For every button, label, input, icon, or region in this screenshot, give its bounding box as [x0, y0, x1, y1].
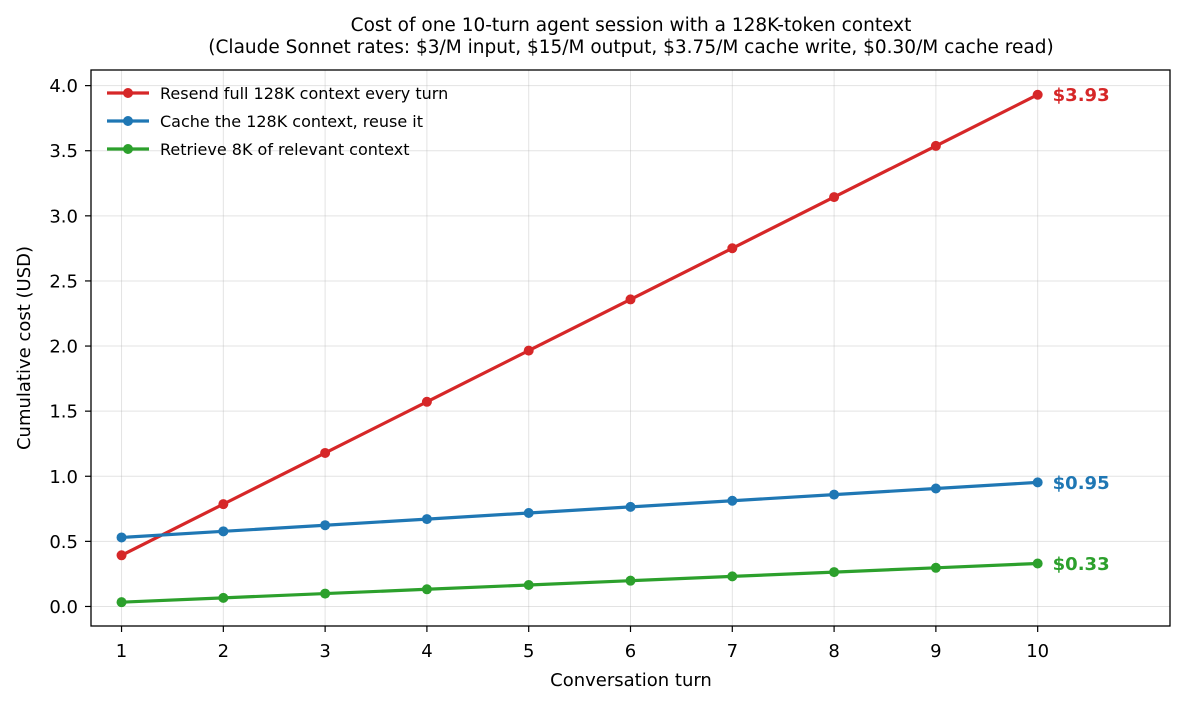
series-line	[119, 480, 1040, 540]
data-point	[625, 575, 636, 586]
data-point	[218, 526, 229, 537]
data-point	[116, 550, 127, 561]
data-point	[320, 447, 331, 458]
x-tick-label: 3	[319, 641, 330, 662]
legend-marker	[123, 88, 133, 98]
data-point	[625, 501, 636, 512]
y-axis-label: Cumulative cost (USD)	[14, 246, 35, 450]
chart-title: Cost of one 10-turn agent session with a…	[351, 15, 912, 36]
legend-label: Cache the 128K context, reuse it	[160, 112, 423, 131]
data-point	[625, 294, 636, 305]
y-tick-label: 0.5	[49, 532, 78, 553]
legend-label: Resend full 128K context every turn	[160, 84, 448, 103]
end-value-label: $0.33	[1053, 554, 1110, 575]
end-value-label: $0.95	[1053, 473, 1110, 494]
x-tick-label: 4	[421, 641, 432, 662]
x-tick-label: 2	[218, 641, 229, 662]
data-point	[727, 243, 738, 254]
data-point	[421, 584, 432, 595]
x-tick-label: 10	[1026, 641, 1049, 662]
data-point	[930, 562, 941, 573]
legend: Resend full 128K context every turn Cache…	[107, 84, 448, 159]
data-point	[727, 495, 738, 506]
data-point	[1032, 89, 1043, 100]
plot-frame	[90, 69, 1171, 627]
y-tick-label: 3.5	[49, 141, 78, 162]
data-point	[218, 499, 229, 510]
end-labels: $3.93 $0.95 $0.33	[1053, 85, 1110, 575]
legend-marker	[123, 144, 133, 154]
legend-label: Retrieve 8K of relevant context	[160, 140, 409, 159]
x-tick-label: 6	[625, 641, 636, 662]
data-point	[320, 588, 331, 599]
data-point	[829, 192, 840, 203]
y-tick-label: 2.5	[49, 271, 78, 292]
data-point	[116, 597, 127, 608]
legend-marker	[123, 116, 133, 126]
data-point	[1032, 558, 1043, 569]
x-tick-label: 5	[523, 641, 534, 662]
data-point	[218, 592, 229, 603]
end-value-label: $3.93	[1053, 85, 1110, 106]
axes: 1 2 3 4 5 6 7 8 9 10 0.0 0.5 1.0 1.5 2.0 2.5 3.0 3.5 4.0	[49, 69, 1171, 662]
data-point	[421, 396, 432, 407]
x-axis-label: Conversation turn	[550, 670, 712, 691]
data-point	[320, 520, 331, 531]
data-point	[523, 579, 534, 590]
data-point	[116, 532, 127, 543]
series-line	[119, 561, 1040, 604]
data-point	[930, 483, 941, 494]
data-point	[727, 571, 738, 582]
data-point	[523, 507, 534, 518]
data-point	[523, 345, 534, 356]
y-tick-label: 1.0	[49, 467, 78, 488]
y-tick-label: 0.0	[49, 597, 78, 618]
x-tick-label: 9	[930, 641, 941, 662]
x-tick-label: 1	[116, 641, 127, 662]
y-tick-label: 2.0	[49, 337, 78, 358]
grid	[91, 70, 1170, 626]
y-tick-label: 4.0	[49, 76, 78, 97]
x-tick-label: 7	[727, 641, 738, 662]
y-tick-label: 1.5	[49, 402, 78, 423]
data-point	[930, 140, 941, 151]
data-point	[421, 514, 432, 525]
data-point	[829, 567, 840, 578]
series-lines	[116, 89, 1043, 608]
data-point	[1032, 477, 1043, 488]
chart-subtitle: (Claude Sonnet rates: $3/M input, $15/M …	[208, 37, 1053, 58]
series-line	[119, 93, 1040, 557]
data-point	[829, 489, 840, 500]
x-tick-label: 8	[828, 641, 839, 662]
y-tick-label: 3.0	[49, 206, 78, 227]
